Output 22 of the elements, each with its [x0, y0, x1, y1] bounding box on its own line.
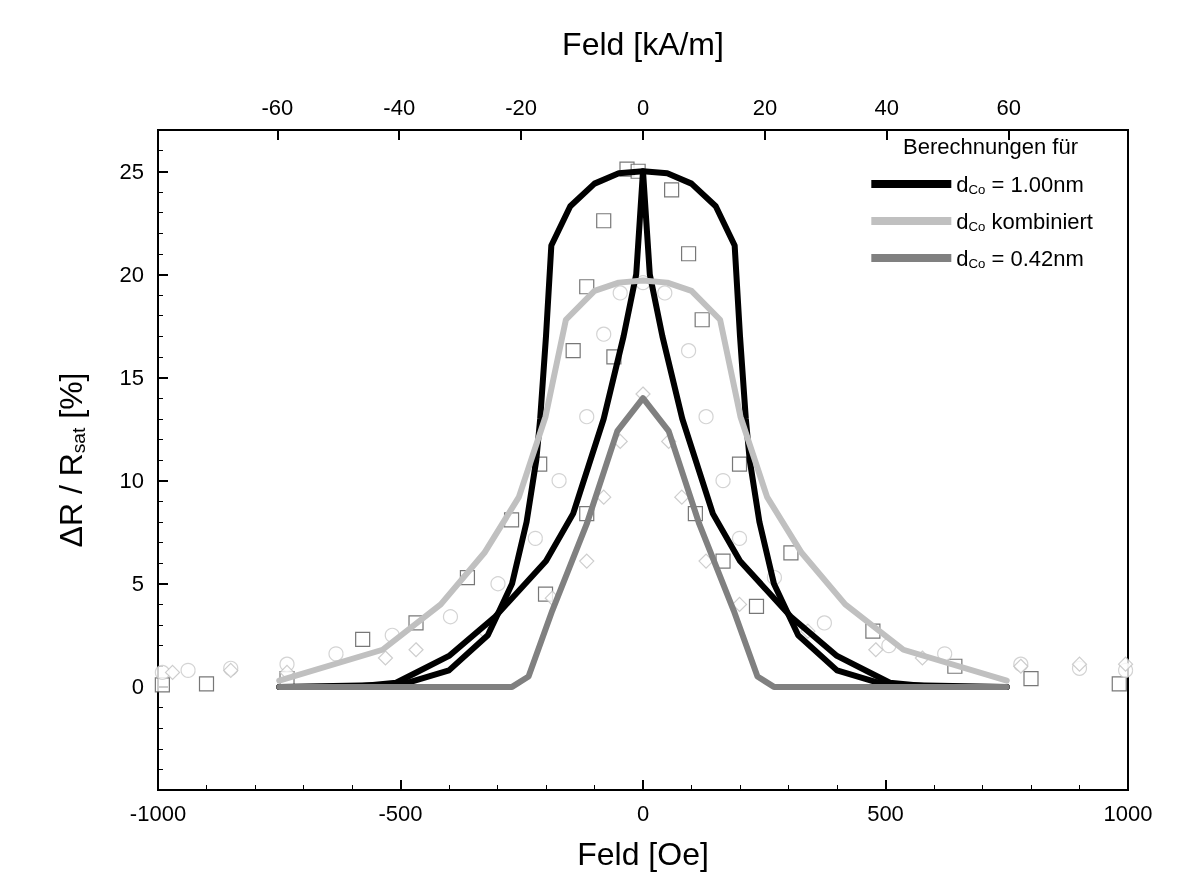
x-tick-label: -500 [378, 800, 423, 826]
x-tick-label: 0 [636, 800, 650, 826]
y-tick-label: 10 [119, 468, 144, 494]
x-tick-label: 500 [867, 800, 904, 826]
x2-tick-label: -40 [383, 94, 416, 120]
x2-axis-title: Feld [kA/m] [562, 26, 724, 62]
x-axis-title: Feld [Oe] [577, 836, 709, 872]
y-tick-label: 5 [131, 571, 144, 597]
legend-title: Berechnungen für [903, 133, 1078, 159]
x2-tick-label: -60 [261, 94, 294, 120]
y-tick-label: 25 [119, 158, 144, 184]
y-tick-label: 20 [119, 261, 144, 287]
x2-tick-label: 60 [996, 94, 1021, 120]
x2-tick-label: -20 [505, 94, 538, 120]
y-tick-label: 0 [131, 674, 144, 700]
x2-tick-label: 20 [752, 94, 778, 120]
x2-tick-label: 0 [636, 94, 650, 120]
x2-tick-label: 40 [874, 94, 900, 120]
y-tick-label: 15 [119, 365, 144, 390]
x-tick-label: -1000 [129, 800, 187, 826]
y-axis-title: ΔR / Rsat [%] [52, 372, 89, 548]
x-tick-label: 1000 [1103, 800, 1153, 826]
